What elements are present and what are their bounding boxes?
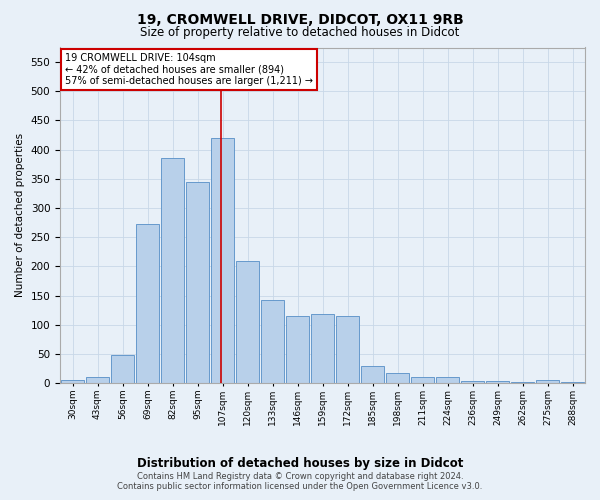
- Bar: [186, 182, 209, 383]
- Bar: [411, 377, 434, 383]
- Bar: [311, 314, 334, 383]
- Text: Distribution of detached houses by size in Didcot: Distribution of detached houses by size …: [137, 458, 463, 470]
- Bar: [461, 382, 484, 383]
- Text: Contains HM Land Registry data © Crown copyright and database right 2024.
Contai: Contains HM Land Registry data © Crown c…: [118, 472, 482, 491]
- Bar: [111, 355, 134, 383]
- Bar: [261, 300, 284, 383]
- Bar: [211, 138, 234, 383]
- Bar: [336, 316, 359, 383]
- Bar: [561, 382, 584, 383]
- Bar: [61, 380, 84, 383]
- Y-axis label: Number of detached properties: Number of detached properties: [15, 133, 25, 298]
- Bar: [361, 366, 384, 383]
- Bar: [386, 372, 409, 383]
- Bar: [236, 260, 259, 383]
- Bar: [136, 224, 159, 383]
- Text: 19, CROMWELL DRIVE, DIDCOT, OX11 9RB: 19, CROMWELL DRIVE, DIDCOT, OX11 9RB: [137, 12, 463, 26]
- Bar: [536, 380, 559, 383]
- Bar: [511, 382, 534, 383]
- Bar: [161, 158, 184, 383]
- Text: 19 CROMWELL DRIVE: 104sqm
← 42% of detached houses are smaller (894)
57% of semi: 19 CROMWELL DRIVE: 104sqm ← 42% of detac…: [65, 52, 313, 86]
- Bar: [86, 377, 109, 383]
- Text: Size of property relative to detached houses in Didcot: Size of property relative to detached ho…: [140, 26, 460, 39]
- Bar: [436, 377, 459, 383]
- Bar: [486, 382, 509, 383]
- Bar: [286, 316, 309, 383]
